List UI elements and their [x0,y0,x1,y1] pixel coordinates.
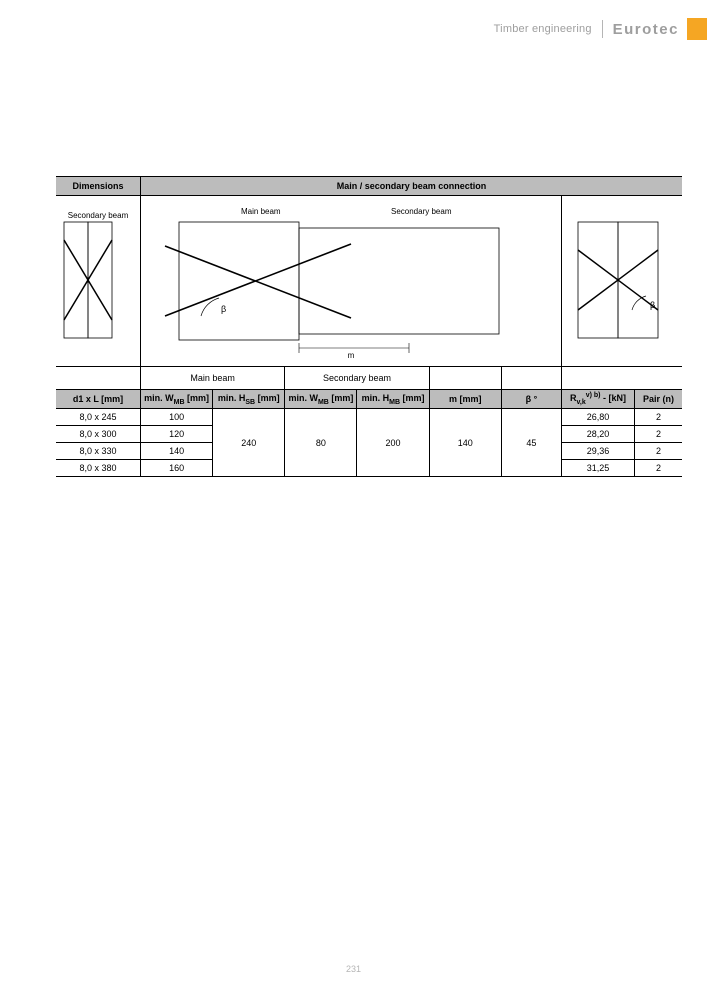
svg-text:Main beam: Main beam [241,207,281,216]
col-Rvk: Rv,kv) b) - [kN] [562,390,635,409]
svg-text:Secondary beam: Secondary beam [68,211,129,220]
col-minHsb: min. HSB [mm] [213,390,285,409]
section-label: Timber engineering [494,23,592,35]
cell-m: 140 [429,409,501,477]
col-m: m [mm] [429,390,501,409]
col-minWmb2: min. WMB [mm] [285,390,357,409]
page-number: 231 [0,964,707,974]
subheader-beta [501,367,561,390]
main-table-container: Dimensions Main / secondary beam connect… [56,176,676,477]
subheader-main-beam: Main beam [141,367,285,390]
cell-minHmb: 200 [357,409,429,477]
cell-pair: 2 [635,460,683,477]
header-main-connection: Main / secondary beam connection [141,177,683,196]
col-beta: β ° [501,390,561,409]
cell-pair: 2 [635,426,683,443]
subheader-result [562,367,683,390]
main-beam-diagram-icon: Main beam Secondary beam β [141,200,561,360]
subheader-secondary-beam: Secondary beam [285,367,429,390]
col-minWmb: min. WMB [mm] [141,390,213,409]
header-divider [602,20,603,38]
cell-Rvk: 29,36 [562,443,635,460]
cell-beta: 45 [501,409,561,477]
secondary-beam-diagram-icon: Secondary beam [56,200,140,360]
cell-minWmb: 100 [141,409,213,426]
svg-text:β: β [221,304,226,314]
table-row: 8,0 x 245 100 240 80 200 140 45 26,80 2 [56,409,682,426]
cell-pair: 2 [635,443,683,460]
svg-text:m: m [348,351,355,360]
brand-logo: Eurotec [613,21,679,38]
cell-d1L: 8,0 x 330 [56,443,141,460]
col-d1L: d1 x L [mm] [56,390,141,409]
subheader-m [429,367,501,390]
col-pair: Pair (n) [635,390,683,409]
svg-text:β: β [650,300,655,310]
cell-Rvk: 31,25 [562,460,635,477]
cell-d1L: 8,0 x 245 [56,409,141,426]
pair-diagram-icon: β [562,200,682,360]
col-minHmb: min. HMB [mm] [357,390,429,409]
diagram-right-cell: β [562,196,683,367]
cell-pair: 2 [635,409,683,426]
cell-d1L: 8,0 x 300 [56,426,141,443]
header-dimensions: Dimensions [56,177,141,196]
cell-minWmb2: 80 [285,409,357,477]
cell-minWmb: 120 [141,426,213,443]
page-header: Timber engineering Eurotec [494,20,679,38]
diagram-center-cell: Main beam Secondary beam β [141,196,562,367]
corner-accent [687,18,707,40]
cell-minWmb: 160 [141,460,213,477]
cell-Rvk: 26,80 [562,409,635,426]
cell-minHsb: 240 [213,409,285,477]
cell-Rvk: 28,20 [562,426,635,443]
beam-connection-table: Dimensions Main / secondary beam connect… [56,176,682,477]
cell-d1L: 8,0 x 380 [56,460,141,477]
cell-minWmb: 140 [141,443,213,460]
diagram-left-cell: Secondary beam [56,196,141,367]
subheader-empty [56,367,141,390]
svg-text:Secondary beam: Secondary beam [391,207,452,216]
